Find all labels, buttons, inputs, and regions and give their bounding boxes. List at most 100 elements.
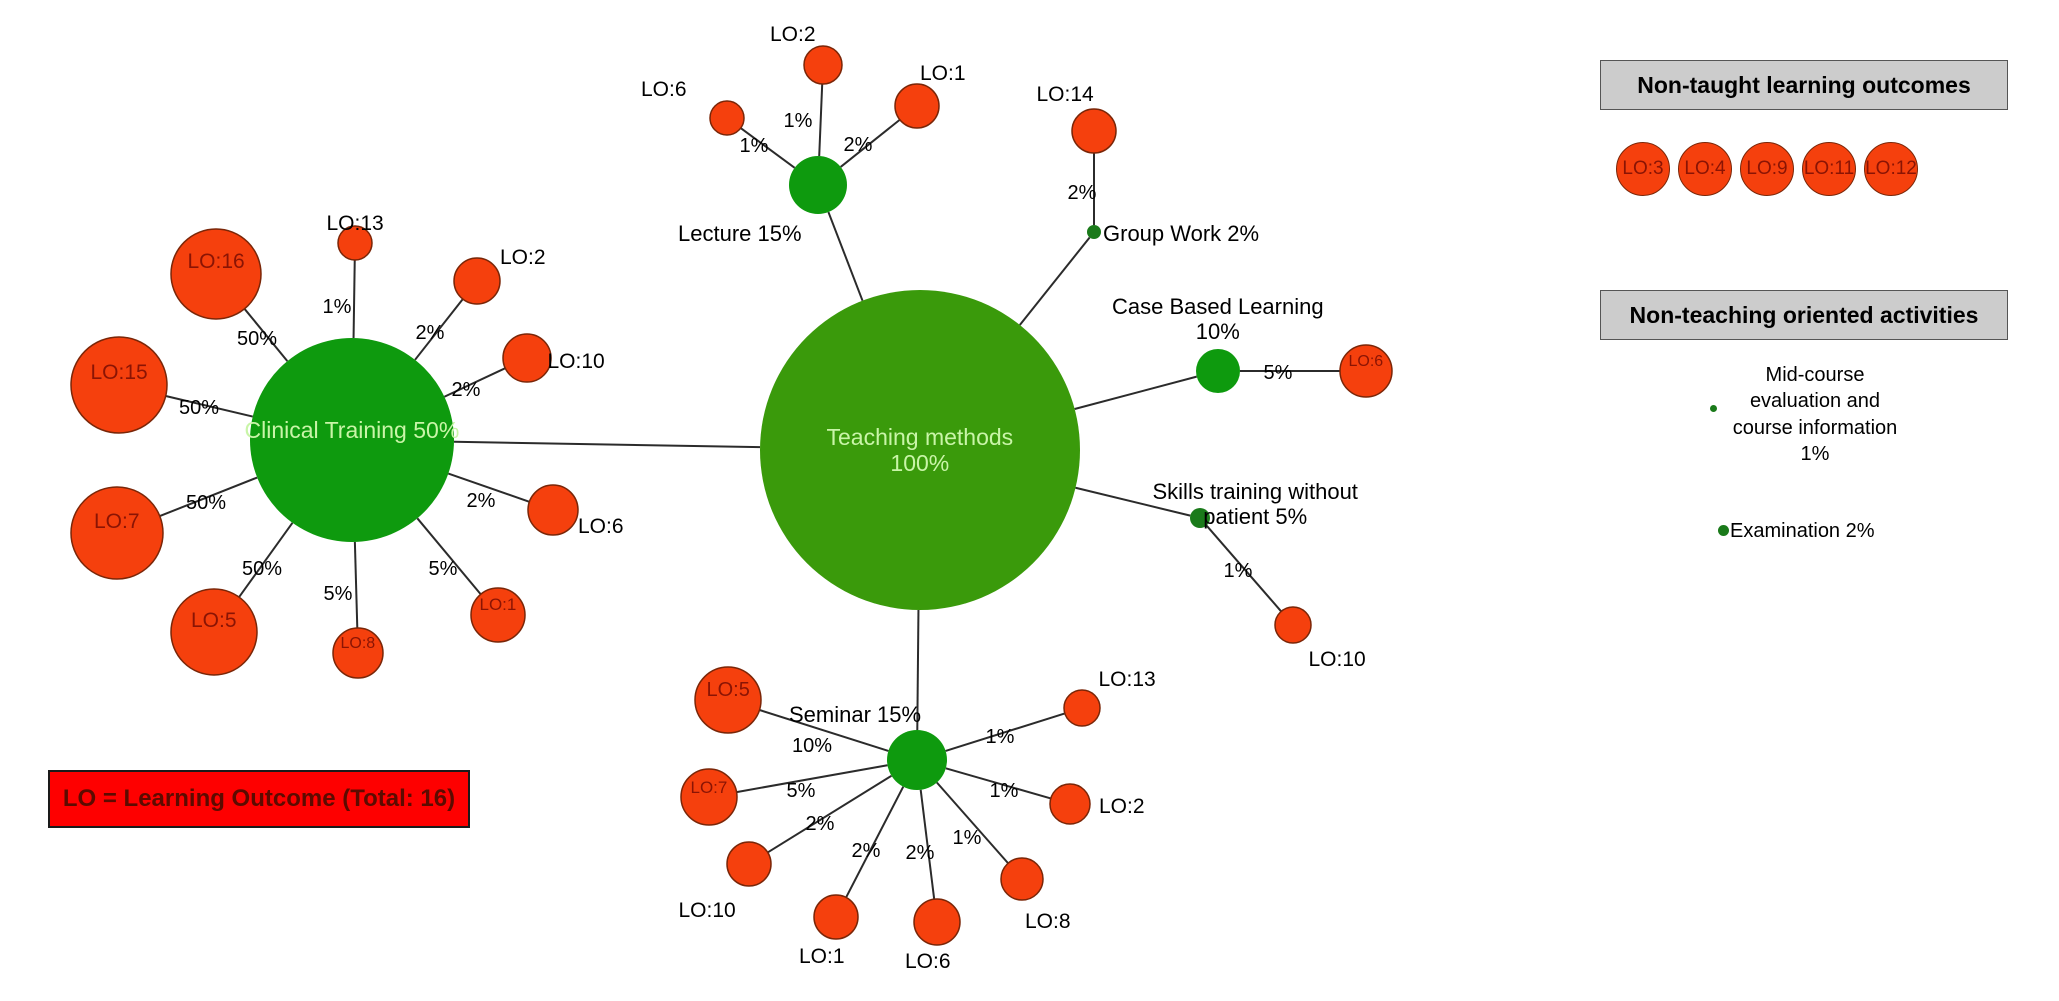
activity-dot-mid-course-evaluation [1710, 405, 1717, 412]
edge-label-lecture-lo-2: 1% [783, 110, 813, 132]
edge-clinical-training-lo-2 [414, 298, 464, 361]
node-group-work-lo-14[interactable] [1071, 108, 1117, 154]
edge-clinical-training-lo-6 [447, 472, 530, 503]
edge-label-clinical-training-lo-15: 50% [179, 397, 220, 419]
edge-label-clinical-training-lo-5: 50% [242, 558, 283, 580]
edge-seminar-lo-5 [759, 709, 889, 752]
edge-label-seminar-lo-5: 10% [792, 735, 833, 757]
node-seminar[interactable] [887, 730, 947, 790]
node-label-lecture-lo-2: LO:2 [770, 23, 816, 46]
activity-label-examination: Examination 2% [1730, 520, 1875, 542]
edge-clinical-training-lo-8 [353, 541, 359, 629]
node-clinical-training-lo-6[interactable] [527, 484, 579, 536]
legend-lo-definition: LO = Learning Outcome (Total: 16) [48, 770, 470, 828]
node-clinical-training-lo-13[interactable] [337, 225, 373, 261]
edge-root-case-based-learning [1074, 375, 1197, 410]
node-lecture-lo-1[interactable] [894, 83, 940, 129]
node-seminar-lo-6[interactable] [913, 898, 961, 946]
legend-non-taught-header: Non-taught learning outcomes [1600, 60, 2008, 110]
node-lecture-lo-2[interactable] [803, 45, 843, 85]
edge-label-clinical-training-lo-6: 2% [466, 490, 496, 512]
edge-label-case-based-learning-lo-6: 5% [1263, 362, 1293, 384]
node-label-clinical-training-lo-2: LO:2 [500, 246, 546, 269]
edge-clinical-training-lo-1 [416, 517, 482, 595]
activity-dot-examination [1718, 525, 1729, 536]
node-lecture-lo-6[interactable] [709, 100, 745, 136]
node-clinical-training-lo-2[interactable] [453, 257, 501, 305]
edge-seminar-lo-10 [767, 774, 893, 854]
node-label-seminar-lo-1: LO:1 [799, 945, 845, 968]
edge-root-seminar [916, 609, 920, 731]
edge-seminar-lo-6 [919, 789, 936, 900]
edge-clinical-training-lo-10 [443, 367, 506, 398]
edge-seminar-lo-8 [936, 781, 1009, 864]
node-seminar-lo-5[interactable] [694, 666, 762, 734]
node-case-based-learning[interactable] [1196, 349, 1240, 393]
node-skills-training-without-patient[interactable] [1190, 508, 1210, 528]
edge-label-seminar-lo-13: 1% [985, 726, 1015, 748]
edge-label-seminar-lo-7: 5% [786, 780, 816, 802]
edge-label-clinical-training-lo-2: 2% [415, 322, 445, 344]
node-clinical-training-lo-8[interactable] [332, 627, 384, 679]
edge-root-skills-training-without-patient [1075, 486, 1191, 517]
node-seminar-lo-13[interactable] [1063, 689, 1101, 727]
node-label-seminar-lo-6: LO:6 [905, 950, 951, 973]
edge-label-clinical-training-lo-8: 5% [323, 583, 353, 605]
node-clinical-training-lo-1[interactable] [470, 587, 526, 643]
legend-lo-circle-lo-9: LO:9 [1740, 142, 1794, 196]
edge-clinical-training-lo-15 [165, 395, 253, 418]
node-lecture[interactable] [789, 156, 847, 214]
legend-lo-circle-lo-12: LO:12 [1864, 142, 1918, 196]
node-label-seminar-lo-2: LO:2 [1099, 795, 1145, 818]
node-label-lecture: Lecture 15% [678, 221, 802, 246]
node-label-skills-training-without-patient-lo-10: LO:10 [1308, 648, 1366, 671]
node-label-seminar-lo-10: LO:10 [678, 899, 736, 922]
edge-clinical-training-lo-7 [159, 476, 258, 518]
node-clinical-training-lo-15[interactable] [70, 336, 168, 434]
node-label-lecture-lo-1: LO:1 [920, 62, 966, 85]
edge-root-lecture [827, 211, 864, 302]
node-group-work[interactable] [1087, 225, 1101, 239]
node-clinical-training-lo-16[interactable] [170, 228, 262, 320]
legend-lo-circle-lo-3: LO:3 [1616, 142, 1670, 196]
edge-seminar-lo-1 [845, 786, 905, 898]
edge-label-lecture-lo-1: 2% [843, 134, 873, 156]
edge-root-clinical-training [453, 440, 761, 449]
node-case-based-learning-lo-6[interactable] [1339, 344, 1393, 398]
node-label-clinical-training-lo-10: LO:10 [547, 350, 605, 373]
node-clinical-training-lo-7[interactable] [70, 486, 164, 580]
edge-label-clinical-training-lo-7: 50% [186, 492, 227, 514]
node-label-clinical-training-lo-6: LO:6 [578, 515, 624, 538]
edge-lecture-lo-1 [840, 118, 901, 168]
edge-lecture-lo-2 [818, 83, 824, 157]
node-seminar-lo-1[interactable] [813, 894, 859, 940]
node-seminar-lo-7[interactable] [680, 768, 738, 826]
node-label-group-work: Group Work 2% [1103, 221, 1260, 246]
node-label-group-work-lo-14: LO:14 [1036, 83, 1094, 106]
node-label-skills-training-without-patient: Skills training without patient 5% [1152, 479, 1358, 529]
node-label-lecture-lo-6: LO:6 [641, 78, 687, 101]
node-label-clinical-training-lo-13: LO:13 [326, 212, 384, 235]
edge-label-group-work-lo-14: 2% [1067, 182, 1097, 204]
edge-lecture-lo-6 [740, 127, 796, 169]
node-seminar-lo-10[interactable] [726, 841, 772, 887]
edge-clinical-training-lo-13 [352, 259, 356, 339]
edge-clinical-training-lo-5 [238, 522, 294, 598]
node-skills-training-without-patient-lo-10[interactable] [1274, 606, 1312, 644]
edge-seminar-lo-7 [736, 764, 888, 794]
legend-lo-circle-lo-4: LO:4 [1678, 142, 1732, 196]
node-label-seminar-lo-8: LO:8 [1025, 910, 1071, 933]
node-label-seminar-lo-13: LO:13 [1098, 668, 1156, 691]
edge-label-seminar-lo-1: 2% [851, 840, 881, 862]
node-label-case-based-learning: Case Based Learning 10% [1112, 294, 1324, 344]
node-seminar-lo-2[interactable] [1049, 783, 1091, 825]
node-clinical-training-lo-10[interactable] [502, 333, 552, 383]
node-clinical-training[interactable] [250, 338, 454, 542]
node-clinical-training-lo-5[interactable] [170, 588, 258, 676]
node-teaching-methods[interactable] [760, 290, 1080, 610]
node-seminar-lo-8[interactable] [1000, 857, 1044, 901]
edge-root-group-work [1019, 236, 1091, 326]
edge-label-clinical-training-lo-1: 5% [428, 558, 458, 580]
legend-lo-circle-lo-11: LO:11 [1802, 142, 1856, 196]
